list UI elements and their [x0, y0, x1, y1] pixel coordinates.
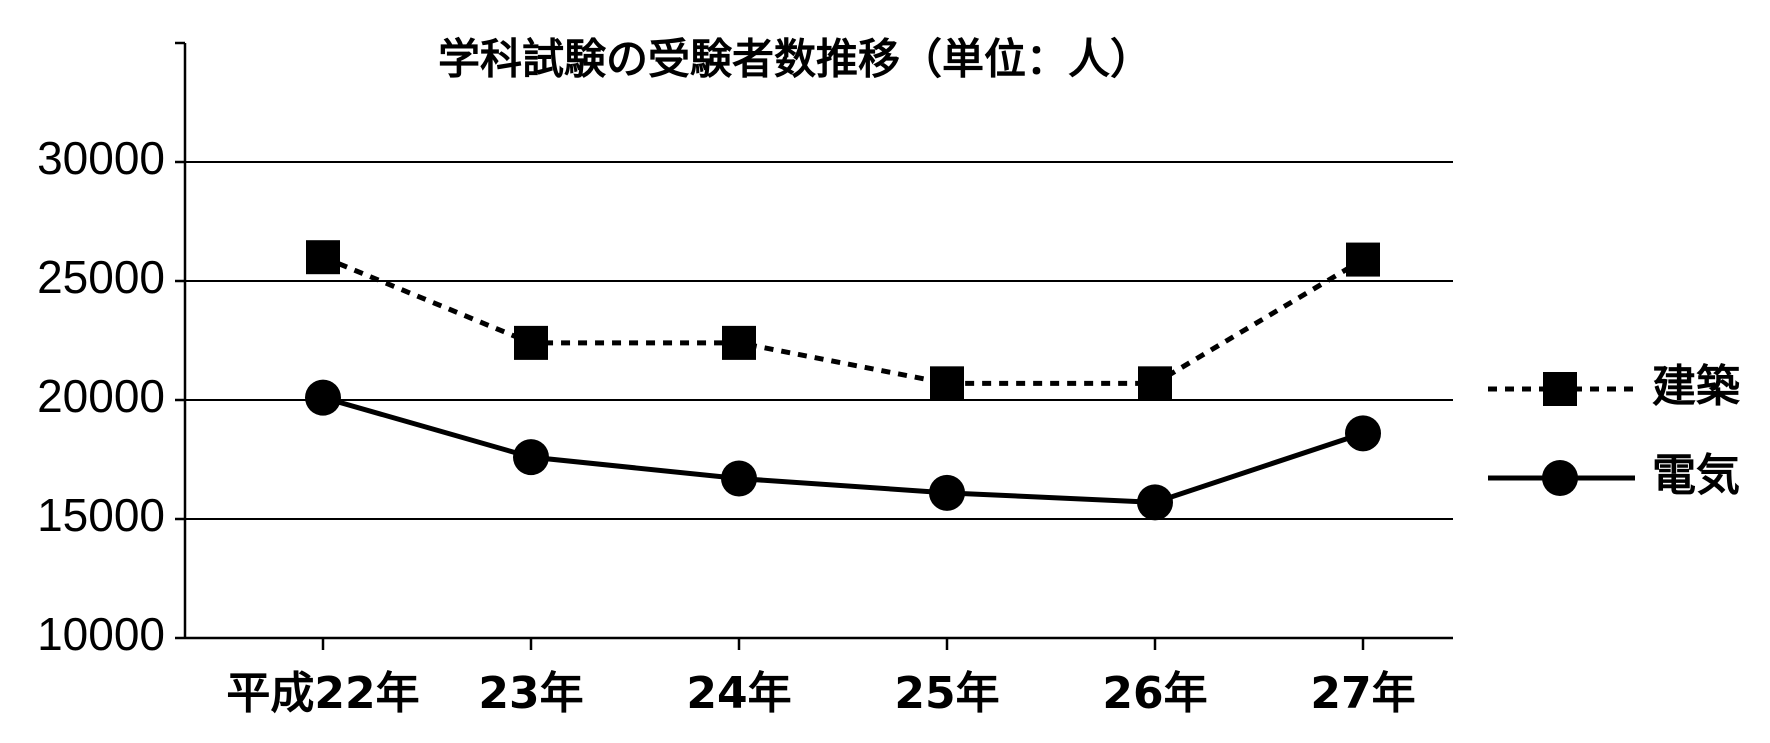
x-tick-label: 23年 — [478, 668, 583, 719]
point — [1346, 242, 1380, 277]
point — [306, 240, 340, 275]
point — [305, 379, 341, 416]
y-tick-label: 20000 — [37, 370, 165, 422]
point — [1345, 415, 1381, 452]
chart-title: 学科試験の受験者数推移（単位：人） — [438, 35, 1152, 84]
legend-marker — [1542, 460, 1578, 496]
point — [1138, 366, 1172, 401]
point — [513, 439, 549, 476]
point — [722, 325, 756, 360]
y-tick-label: 10000 — [37, 608, 165, 660]
legend-label: 建築 — [1652, 361, 1741, 412]
x-tick-label: 平成22年 — [226, 668, 419, 719]
point — [930, 366, 964, 401]
series-line — [322, 395, 1364, 505]
legend-marker — [1543, 372, 1577, 406]
point — [929, 474, 965, 511]
point — [514, 325, 548, 360]
point — [1137, 484, 1173, 521]
series-line — [322, 254, 1365, 386]
y-tick-label: 30000 — [37, 132, 165, 184]
x-tick-label: 24年 — [686, 668, 791, 719]
x-tick-label: 25年 — [894, 668, 999, 719]
y-tick-label: 25000 — [37, 251, 165, 303]
point — [721, 460, 757, 497]
x-tick-label: 26年 — [1102, 668, 1207, 719]
legend-label: 電気 — [1652, 450, 1740, 501]
x-tick-label: 27年 — [1310, 668, 1415, 719]
y-tick-label: 15000 — [37, 489, 165, 541]
